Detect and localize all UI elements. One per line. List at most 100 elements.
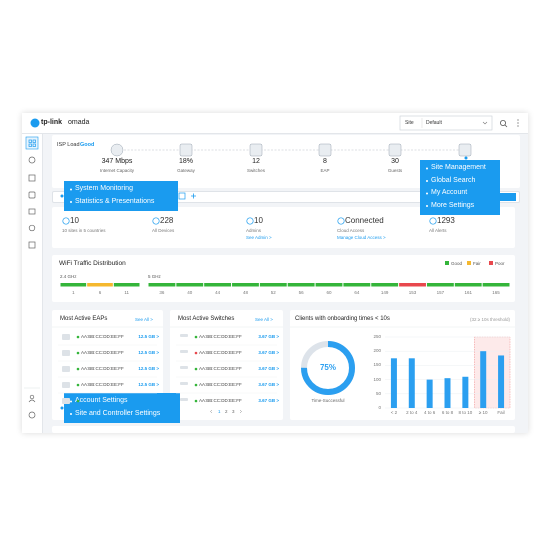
site-value[interactable]: Default [426, 120, 442, 126]
page-number[interactable]: 1 [218, 409, 221, 414]
nav-map[interactable] [28, 174, 36, 182]
node-label: Gateway [177, 168, 195, 173]
callout [64, 393, 180, 423]
channel-bar [232, 283, 259, 287]
device-mac: AA:BB:CC:DD:EE:FF [199, 334, 242, 339]
nav-clients[interactable] [28, 208, 36, 215]
nav-devices[interactable] [28, 191, 36, 199]
stat-icon [152, 217, 160, 225]
nav-insight[interactable] [28, 224, 36, 232]
channel-label: 64 [354, 290, 360, 295]
device-mac: AA:BB:CC:DD:EE:FF [199, 382, 242, 387]
highlight-region [474, 336, 511, 409]
edit-icon[interactable] [178, 192, 186, 200]
channel-label: 161 [464, 290, 472, 295]
nav-logs[interactable] [28, 241, 36, 249]
search-icon[interactable] [499, 120, 506, 127]
stat-icon [337, 217, 345, 225]
page-number[interactable]: 2 [225, 409, 228, 414]
callout [64, 181, 178, 211]
node-value: 8 [323, 158, 327, 165]
bar [462, 376, 469, 408]
page-number[interactable]: 3 [232, 409, 235, 414]
callout-text: Site and Controller Settings [75, 409, 161, 417]
device-usage[interactable]: 3.67 GB > [258, 366, 279, 371]
site-selector[interactable] [399, 115, 493, 131]
prev-page [210, 409, 213, 414]
band-label: 2.4 GHz [60, 274, 77, 279]
nav-statistics[interactable] [28, 156, 36, 164]
legend-label: Fair [473, 260, 481, 266]
device-usage[interactable]: 3.67 GB > [258, 398, 279, 403]
bar [444, 378, 451, 408]
channel-label: 60 [326, 290, 332, 295]
see-all-link[interactable]: See All > [135, 317, 153, 322]
channel-label: 52 [270, 290, 276, 295]
node-value: 12 [252, 158, 260, 165]
device-thumb [62, 366, 70, 372]
y-tick-label: 250 [373, 334, 381, 339]
panel-title: Clients with onboarding times < 10s [295, 316, 390, 322]
panel-title: Most Active Switches [178, 316, 235, 322]
x-tick-label: 2 to 4 [406, 410, 418, 415]
callout-bullet [426, 192, 428, 195]
device-usage[interactable]: 12.5 GB > [138, 366, 159, 371]
device-icon [458, 143, 472, 157]
stat-icon [429, 217, 437, 225]
channel-label: 40 [187, 290, 193, 295]
stat-icon [246, 217, 254, 225]
panel-note: (32 ≥ 10s threshold) [470, 317, 510, 322]
stat-label: Cloud Access [337, 228, 365, 233]
device-usage[interactable]: 12.5 GB > [138, 350, 159, 355]
y-tick-label: 100 [373, 376, 381, 382]
legend-label: Good [451, 260, 463, 266]
logo-product: omada [68, 119, 90, 126]
isp-status: Good [80, 142, 95, 148]
device-mac: AA:BB:CC:DD:EE:FF [81, 366, 124, 371]
callout-bullet [426, 167, 428, 170]
device-usage[interactable]: 12.5 GB > [138, 334, 159, 339]
callout-anchor [464, 156, 468, 160]
x-tick-label: 6 to 8 [441, 410, 454, 415]
nav-account[interactable] [29, 394, 35, 400]
legend-swatch [467, 261, 471, 265]
node-value: 30 [391, 158, 399, 165]
panel-title: Most Active EAPs [60, 316, 108, 322]
stat-link[interactable]: See Admin > [246, 235, 272, 240]
stat-value: 10 [254, 216, 263, 225]
legend-swatch [445, 261, 449, 265]
device-thumb [62, 398, 70, 404]
see-all-link[interactable]: See All > [255, 317, 273, 322]
stat-link[interactable]: Manage Cloud Access > [337, 235, 386, 240]
callout-text: Site Management [431, 164, 486, 171]
device-usage[interactable]: 3.67 GB > [258, 350, 279, 355]
callout-text: Global Search [431, 176, 476, 184]
channel-bar [113, 283, 140, 287]
toolbar-button[interactable] [496, 193, 516, 201]
device-thumb [62, 382, 70, 388]
callout-bullet [70, 400, 72, 403]
channel-bar [426, 283, 454, 287]
device-mac: AA:BB:CC:DD:EE:FF [81, 382, 124, 387]
node-label: Guests [387, 168, 403, 173]
band-label: 5 GHz [148, 274, 161, 279]
add-icon[interactable] [191, 193, 196, 199]
channel-bar [148, 283, 176, 287]
device-usage[interactable]: 12.5 GB > [138, 382, 159, 387]
donut-caption: Time-Successful [311, 398, 345, 403]
donut-value [301, 341, 355, 395]
node-label: EAP [320, 168, 330, 173]
callout-bullet [70, 413, 72, 415]
callout-bullet [426, 180, 428, 182]
channel-label: 165 [492, 290, 500, 295]
device-mac: AA:BB:CC:DD:EE:FF [81, 350, 124, 355]
callout-bullet [70, 201, 72, 203]
channel-bar [343, 283, 371, 287]
device-usage[interactable]: 3.67 GB > [258, 334, 279, 339]
legend-label: Poor [495, 260, 505, 266]
device-usage[interactable]: 3.67 GB > [258, 382, 279, 387]
nav-settings[interactable] [28, 411, 36, 419]
channel-bar [371, 283, 399, 287]
